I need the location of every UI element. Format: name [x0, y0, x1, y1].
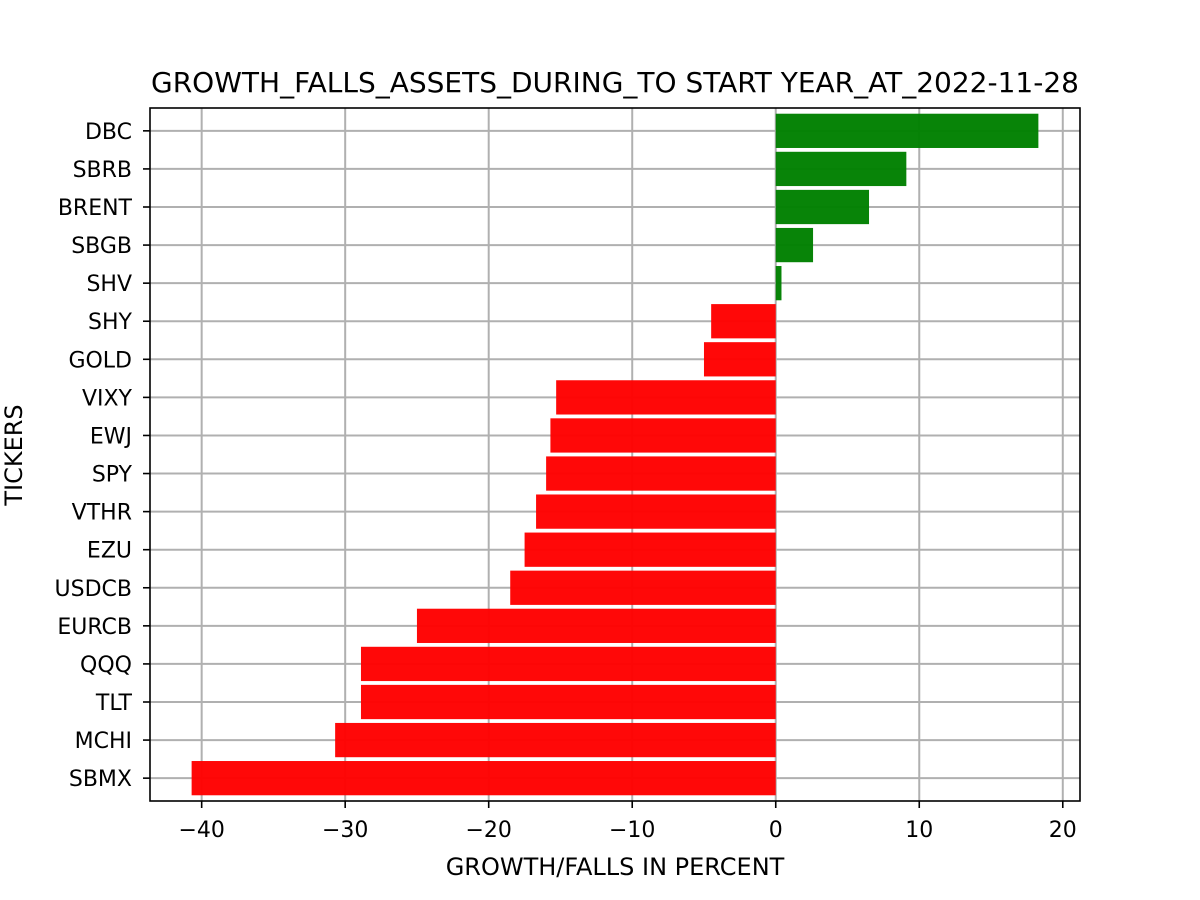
y-tick-label-shv: SHV [86, 272, 132, 297]
bar-usdcb [510, 570, 776, 605]
x-axis-ticks: −40 −30 −20 −10 0 10 20 [178, 801, 1077, 843]
y-tick-label-usdcb: USDCB [55, 577, 132, 602]
x-tick-label: −30 [322, 818, 368, 843]
x-tick-label: −20 [465, 818, 511, 843]
bar-mchi [335, 722, 776, 758]
x-tick-label: −10 [609, 818, 655, 843]
bar-shv [775, 266, 782, 301]
bar-dbc [775, 113, 1039, 148]
chart-title: GROWTH_FALLS_ASSETS_DURING_TO START YEAR… [151, 66, 1079, 99]
bar-sbgb [775, 227, 814, 263]
y-tick-label-sbmx: SBMX [69, 767, 132, 792]
y-tick-label-mchi: MCHI [75, 729, 132, 754]
y-tick-label-qqq: QQQ [80, 653, 132, 678]
y-tick-label-vthr: VTHR [72, 501, 132, 526]
y-tick-label-ewj: EWJ [90, 424, 132, 449]
x-axis-label: GROWTH/FALLS IN PERCENT [446, 853, 785, 881]
y-tick-label-brent: BRENT [58, 196, 133, 221]
x-tick-label: −40 [178, 818, 224, 843]
y-tick-label-sbgb: SBGB [71, 234, 132, 259]
y-tick-label-shy: SHY [88, 310, 133, 335]
x-tick-label: 0 [769, 818, 783, 843]
bar-vixy [556, 380, 776, 415]
bar-qqq [360, 646, 776, 682]
bars [191, 113, 1039, 796]
y-axis-ticks: DBC SBRB BRENT SBGB SHV SHY GOLD VIXY EWJ SPY VTHR… [55, 120, 150, 792]
y-tick-label-eurcb: EURCB [57, 615, 132, 640]
bar-spy [546, 456, 776, 491]
bar-vthr [536, 494, 776, 529]
bar-ezu [524, 532, 776, 567]
y-tick-label-spy: SPY [92, 463, 133, 488]
y-tick-label-gold: GOLD [68, 348, 132, 373]
bar-gold [703, 342, 776, 377]
bar-sbmx [191, 761, 776, 796]
x-tick-label: 20 [1049, 818, 1077, 843]
x-tick-label: 10 [905, 818, 933, 843]
bar-tlt [360, 684, 776, 720]
bar-eurcb [416, 608, 776, 643]
bar-brent [775, 189, 870, 225]
y-axis-label: TICKERS [0, 404, 28, 506]
bar-ewj [550, 418, 776, 453]
y-tick-label-ezu: EZU [87, 539, 132, 564]
bar-sbrb [775, 151, 907, 187]
y-tick-label-sbrb: SBRB [73, 158, 132, 183]
plot-frame [149, 107, 1081, 802]
y-tick-label-tlt: TLT [95, 691, 133, 716]
y-tick-label-dbc: DBC [85, 120, 132, 145]
bar-shy [711, 304, 776, 339]
y-tick-label-vixy: VIXY [82, 386, 133, 411]
